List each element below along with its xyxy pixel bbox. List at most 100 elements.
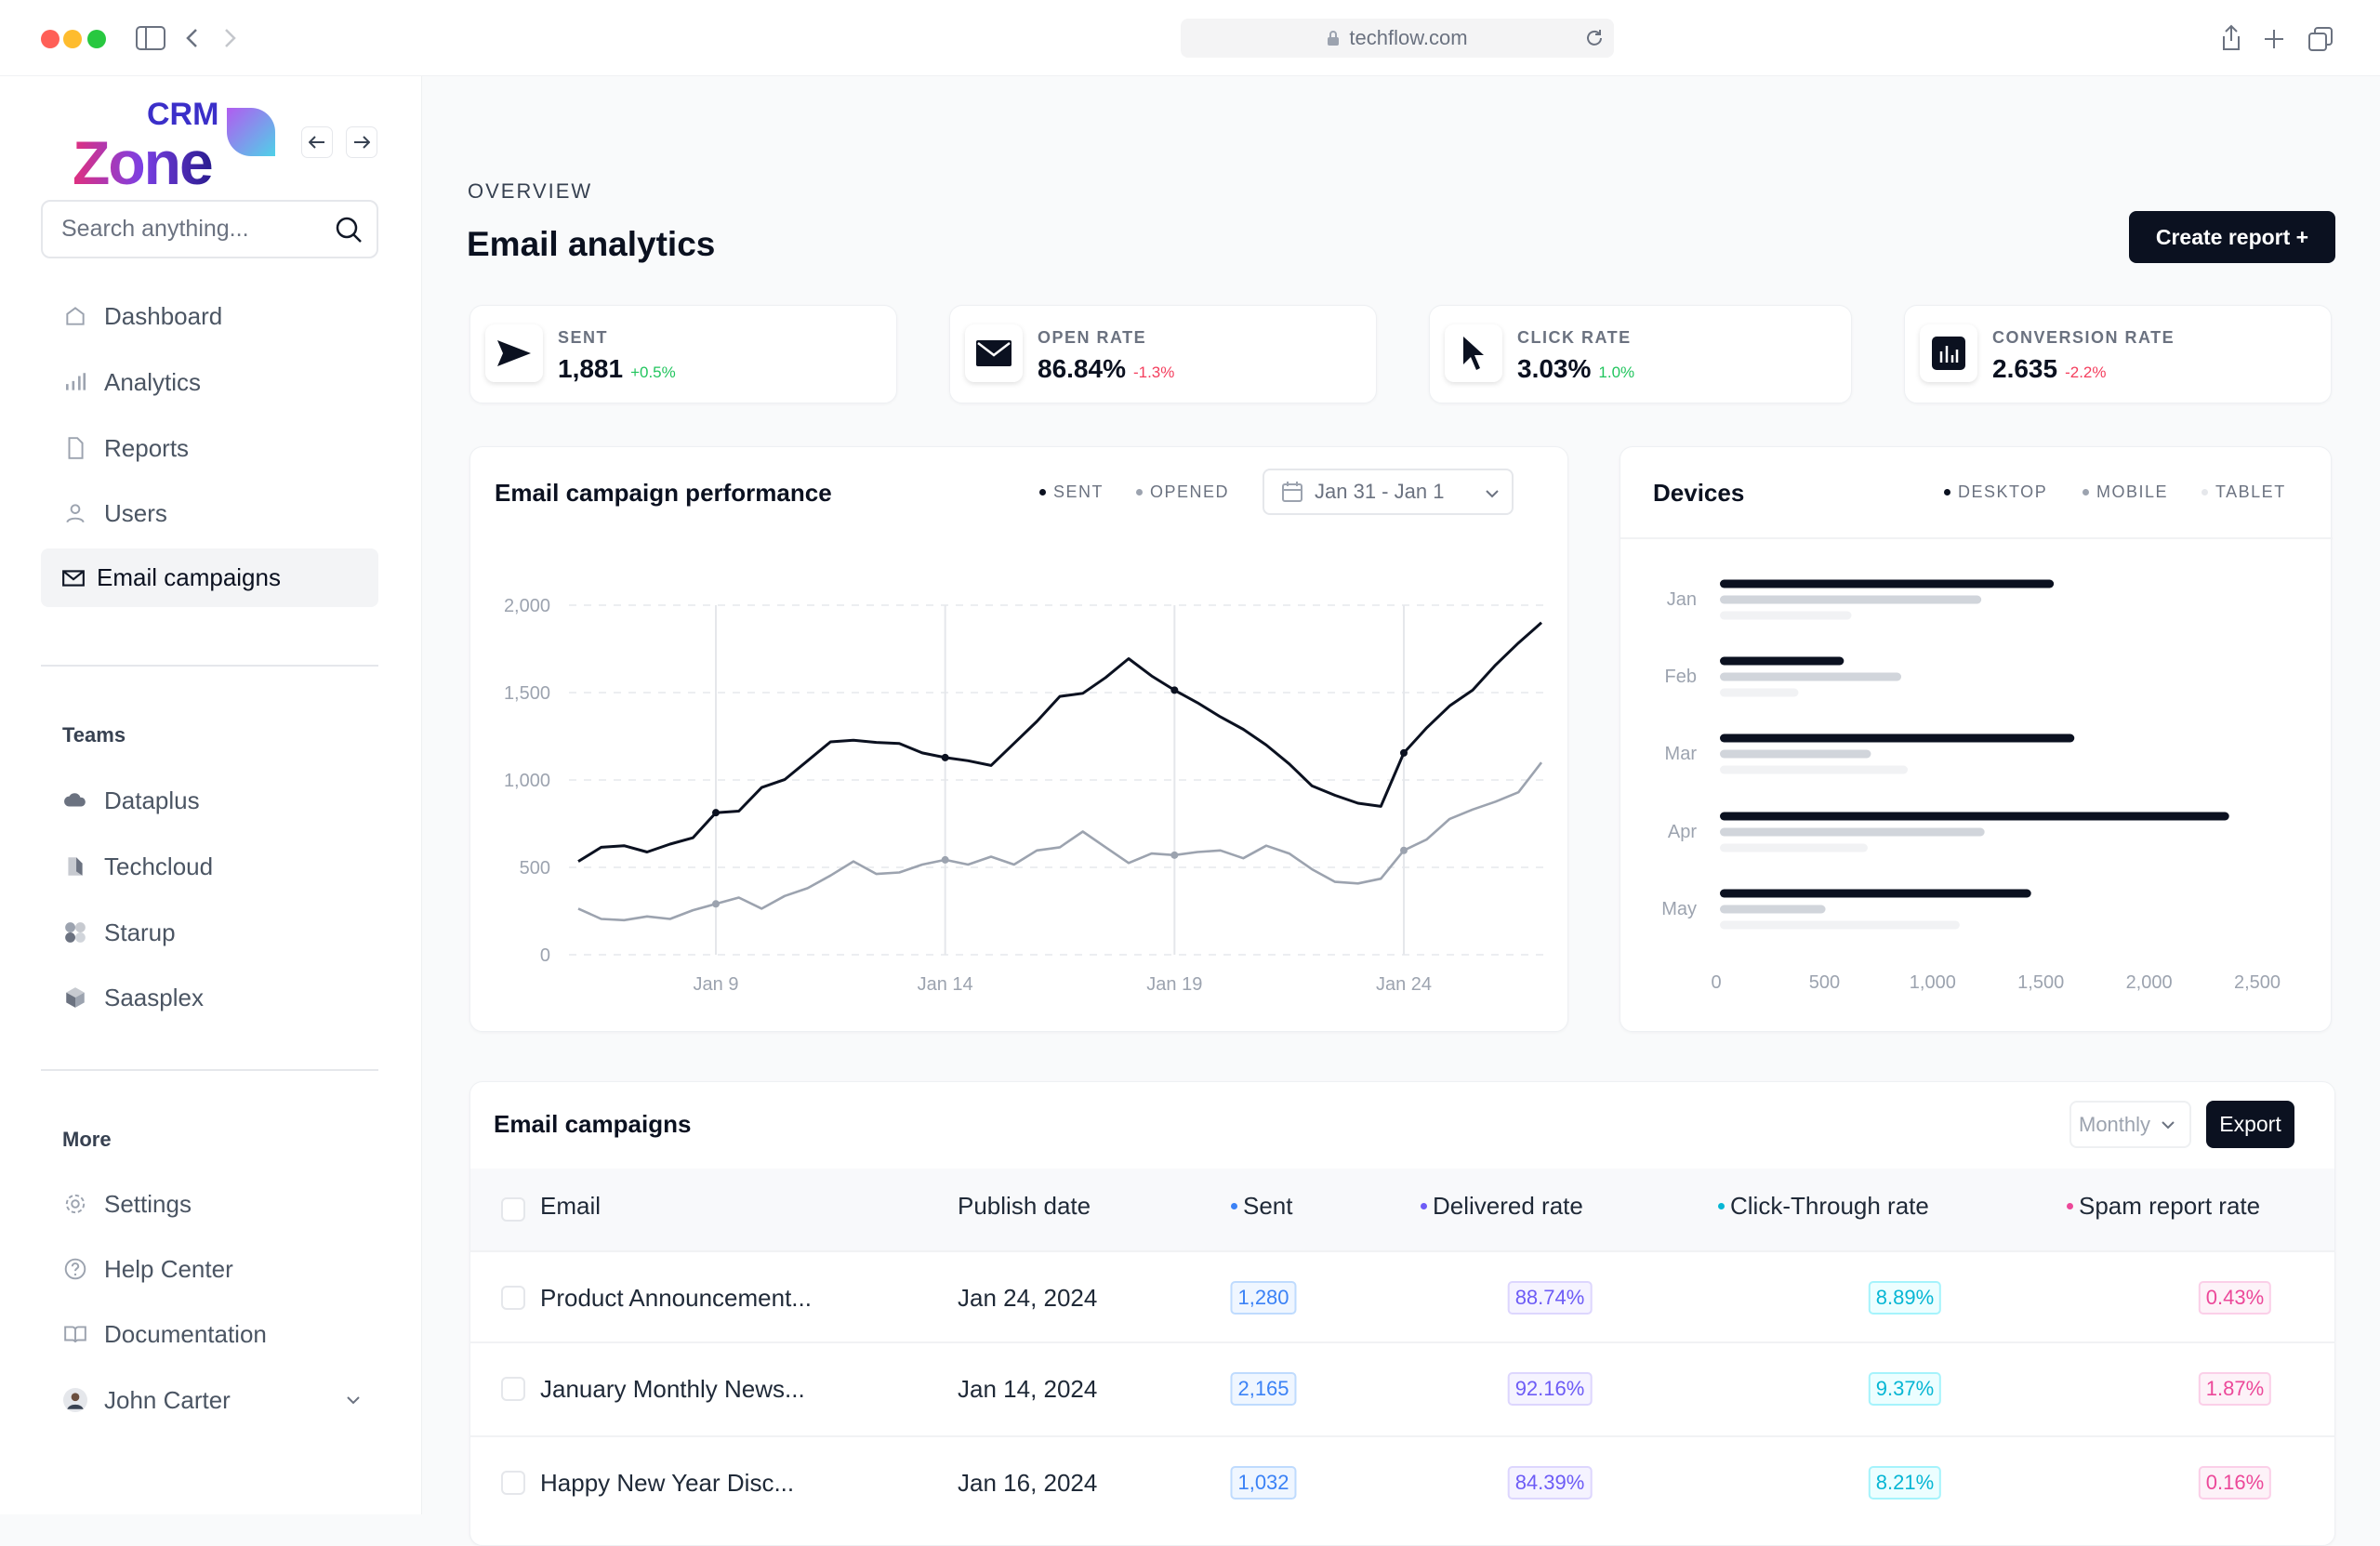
column-header-email[interactable]: Email (540, 1192, 602, 1220)
sidebar-toggle-icon[interactable] (136, 26, 165, 50)
calendar-icon (1282, 482, 1302, 502)
campaign-email[interactable]: Happy New Year Disc... (540, 1469, 795, 1497)
x-tick-label: 500 (1809, 972, 1840, 993)
sidebar-item-users[interactable]: Users (41, 484, 378, 542)
search-input[interactable]: Search anything... (41, 200, 378, 258)
chevron-down-icon (2162, 1120, 2175, 1129)
url-text: techflow.com (1349, 26, 1468, 49)
export-button[interactable]: Export (2206, 1101, 2294, 1148)
x-tick-label: Jan 19 (1146, 974, 1202, 995)
chevron-down-icon (1486, 490, 1499, 498)
team-item-dataplus[interactable]: Dataplus (41, 772, 378, 829)
browser-forward-icon[interactable] (223, 28, 238, 48)
bar-desktop (1720, 656, 1844, 666)
series-line-opened (577, 761, 1543, 922)
sidebar-item-reports[interactable]: Reports (41, 419, 378, 477)
sidebar-item-dashboard[interactable]: Dashboard (41, 287, 378, 345)
minimize-window-button[interactable] (63, 30, 82, 48)
column-header-click-through-rate[interactable]: Click-Through rate (1718, 1192, 1929, 1221)
envelope-icon (965, 324, 1023, 382)
legend-desktop[interactable]: DESKTOP (1944, 482, 2047, 502)
address-bar[interactable]: techflow.com (1181, 19, 1614, 58)
stat-value: 3.03% (1517, 354, 1592, 383)
share-icon[interactable] (2220, 24, 2242, 52)
campaign-email[interactable]: Product Announcement... (540, 1284, 812, 1312)
stat-change: -1.3% (1132, 363, 1175, 381)
tabs-overview-icon[interactable] (2307, 26, 2334, 52)
collapse-forward-button[interactable] (346, 126, 377, 158)
data-point-marker (712, 809, 720, 817)
column-header-sent[interactable]: Sent (1231, 1192, 1293, 1221)
legend-sent[interactable]: SENT (1039, 482, 1104, 502)
crm-zone-logo[interactable]: CRM Zone (73, 99, 277, 193)
team-item-techcloud[interactable]: Techcloud (41, 838, 378, 895)
team-item-saasplex[interactable]: Saasplex (41, 969, 378, 1026)
sent-badge: 1,280 (1230, 1281, 1297, 1315)
category-label: May (1661, 899, 1697, 919)
arrow-left-icon (309, 136, 324, 149)
user-profile-menu[interactable]: John Carter (41, 1371, 378, 1429)
more-heading: More (62, 1128, 112, 1151)
delivered-rate-badge: 84.39% (1507, 1466, 1593, 1500)
bar-mobile (1720, 672, 1902, 681)
card-divider (1620, 537, 2333, 539)
legend-opened[interactable]: OPENED (1136, 482, 1229, 502)
stat-card-sent: SENT 1,881 +0.5% (469, 305, 897, 403)
stat-label: SENT (558, 328, 609, 347)
bar-desktop (1720, 812, 2229, 821)
sidebar-item-documentation[interactable]: Documentation (41, 1305, 378, 1363)
x-tick-label: 0 (1711, 972, 1721, 993)
collapse-back-button[interactable] (301, 126, 333, 158)
close-window-button[interactable] (41, 30, 60, 48)
sent-badge: 2,165 (1230, 1372, 1297, 1406)
browser-back-icon[interactable] (184, 28, 199, 48)
y-tick-label: 1,000 (504, 771, 550, 791)
x-tick-label: 2,000 (2126, 972, 2173, 993)
publish-date: Jan 16, 2024 (958, 1469, 1098, 1497)
column-header-spam-report-rate[interactable]: Spam report rate (2067, 1192, 2260, 1221)
campaign-email[interactable]: January Monthly News... (540, 1375, 805, 1403)
stat-card-open-rate: OPEN RATE 86.84% -1.3% (949, 305, 1377, 403)
arrow-right-icon (354, 136, 370, 149)
column-header-publish-date[interactable]: Publish date (958, 1192, 1091, 1220)
x-tick-label: 1,000 (1910, 972, 1956, 993)
browser-toolbar: techflow.com (0, 0, 2380, 76)
row-checkbox[interactable] (501, 1377, 525, 1401)
stat-change: 1.0% (1598, 363, 1635, 381)
search-icon[interactable] (334, 215, 364, 244)
sidebar-item-help-center[interactable]: Help Center (41, 1240, 378, 1298)
legend-mobile[interactable]: MOBILE (2082, 482, 2168, 502)
file-icon (68, 437, 84, 459)
delivered-rate-badge: 88.74% (1507, 1281, 1593, 1315)
campaign-performance-card: 0 500 1,000 1,500 2,000 Jan 9 Jan 14 Jan 19 Jan … (469, 446, 1568, 1032)
bar-desktop (1720, 889, 2031, 898)
bar-chart-icon (66, 373, 86, 390)
x-tick-label: Jan 14 (918, 974, 973, 995)
devices-card: Jan Feb Mar Apr May 0 500 1,000 1,500 2,000 2,500 … (1620, 446, 2333, 1032)
stat-value: 2.635 (1992, 354, 2058, 383)
reload-icon[interactable] (1584, 28, 1605, 48)
sidebar-item-settings[interactable]: Settings (41, 1175, 378, 1233)
create-report-button[interactable]: Create report + (2129, 211, 2335, 263)
stat-label: CLICK RATE (1517, 328, 1632, 347)
row-checkbox[interactable] (501, 1471, 525, 1495)
maximize-window-button[interactable] (87, 30, 106, 48)
chevron-down-icon (347, 1396, 360, 1405)
row-checkbox[interactable] (501, 1286, 525, 1310)
team-item-starup[interactable]: Starup (41, 904, 378, 961)
publish-date: Jan 14, 2024 (958, 1375, 1098, 1403)
cloud-icon (64, 793, 86, 807)
sidebar-item-email-campaigns[interactable]: Email campaigns (41, 548, 378, 607)
sidebar-item-analytics[interactable]: Analytics (41, 353, 378, 411)
cursor-icon (1445, 324, 1502, 382)
spam-rate-badge: 0.43% (2198, 1281, 2272, 1315)
send-icon (485, 324, 543, 382)
period-select[interactable]: Monthly (2069, 1101, 2191, 1148)
data-point-marker (1170, 851, 1179, 859)
column-header-delivered-rate[interactable]: Delivered rate (1421, 1192, 1583, 1221)
legend-tablet[interactable]: TABLET (2202, 482, 2286, 502)
date-range-picker[interactable]: Jan 31 - Jan 1 (1263, 469, 1514, 515)
bar-tablet (1720, 688, 1799, 697)
select-all-checkbox[interactable] (501, 1197, 525, 1222)
new-tab-icon[interactable] (2263, 28, 2285, 50)
